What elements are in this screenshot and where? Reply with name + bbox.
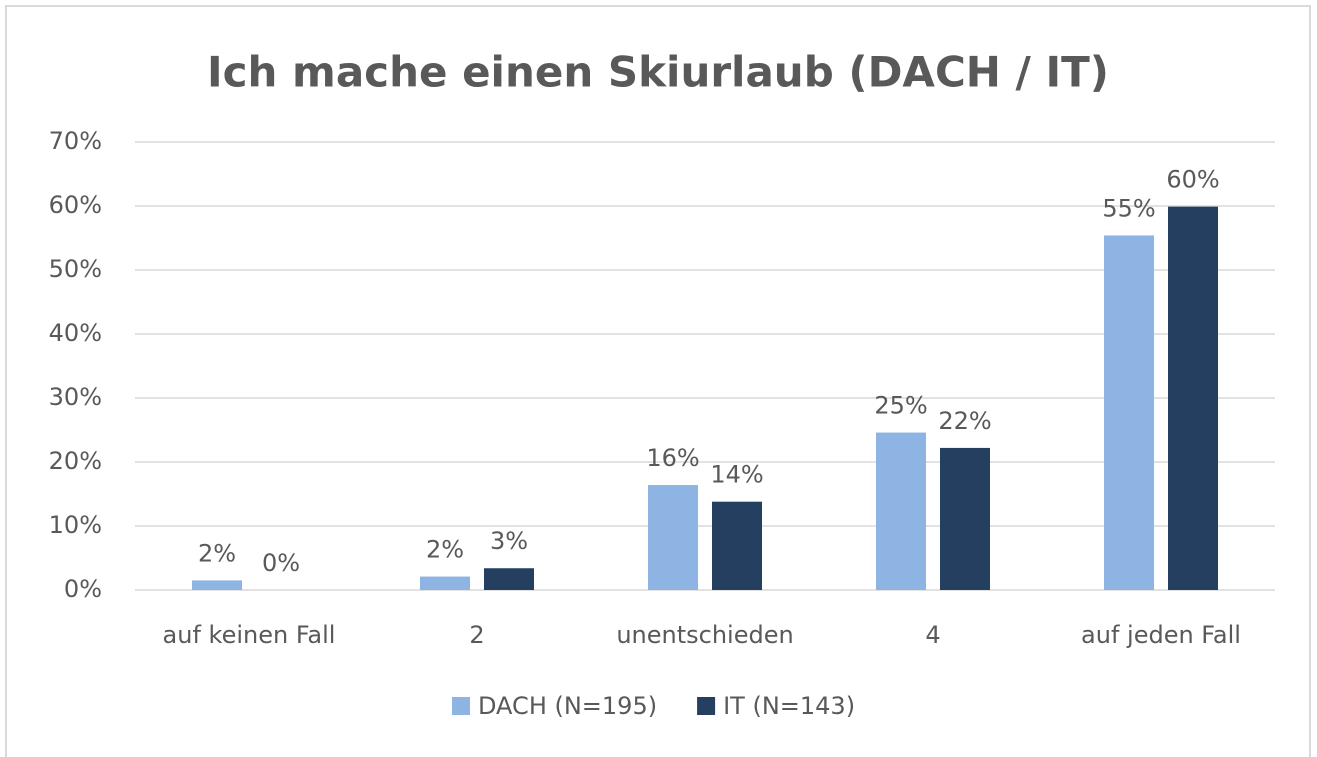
- x-tick-label: auf keinen Fall: [163, 621, 336, 649]
- data-label: 14%: [710, 461, 763, 489]
- data-label: 0%: [262, 549, 300, 577]
- bar: [1168, 206, 1218, 590]
- bar: [484, 568, 534, 590]
- bar: [876, 432, 926, 590]
- data-label: 60%: [1166, 166, 1219, 194]
- bar: [420, 576, 470, 590]
- chart-title: Ich mache einen Skiurlaub (DACH / IT): [207, 48, 1109, 97]
- legend-swatch: [452, 697, 470, 715]
- legend-label: DACH (N=195): [478, 692, 657, 720]
- y-tick-label: 50%: [49, 255, 102, 283]
- legend-swatch: [697, 697, 716, 715]
- chart-border: [5, 5, 1311, 757]
- y-tick-label: 70%: [49, 127, 102, 155]
- x-tick-label: unentschieden: [616, 621, 793, 649]
- y-tick-label: 20%: [49, 447, 102, 475]
- data-label: 55%: [1102, 194, 1155, 222]
- data-label: 3%: [490, 527, 528, 555]
- y-tick-label: 10%: [49, 511, 102, 539]
- x-tick-label: auf jeden Fall: [1081, 621, 1241, 649]
- y-tick-label: 30%: [49, 383, 102, 411]
- y-tick-label: 40%: [49, 319, 102, 347]
- legend-label: IT (N=143): [723, 692, 855, 720]
- bar: [940, 447, 990, 590]
- data-label: 25%: [874, 392, 927, 420]
- data-label: 2%: [198, 539, 236, 567]
- bar: [712, 501, 762, 590]
- y-tick-label: 60%: [49, 191, 102, 219]
- x-tick-label: 4: [925, 621, 940, 649]
- bar: [648, 485, 698, 590]
- bar: [192, 580, 242, 590]
- data-label: 22%: [938, 407, 991, 435]
- bar: [1104, 235, 1154, 590]
- data-label: 16%: [646, 444, 699, 472]
- x-tick-label: 2: [469, 621, 484, 649]
- y-tick-label: 0%: [64, 575, 102, 603]
- data-label: 2%: [426, 536, 464, 564]
